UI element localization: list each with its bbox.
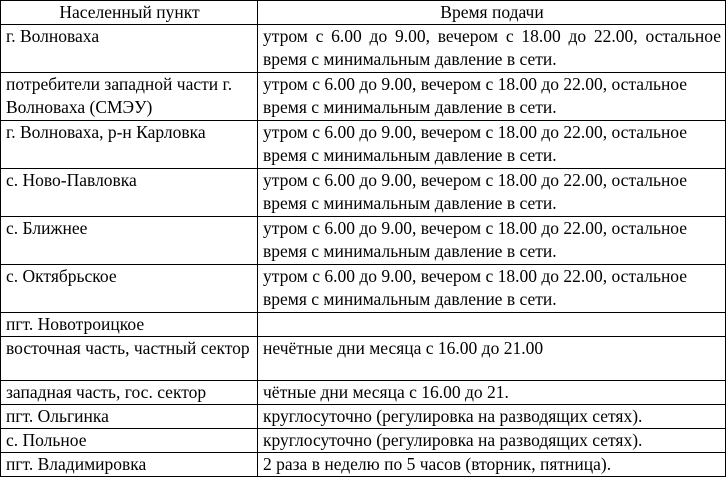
place-cell: г. Волноваха (0, 24, 258, 73)
place-cell: пгт. Новотроицкое (0, 312, 258, 337)
header-cell: Населенный пункт (0, 0, 258, 25)
time-cell: утром с 6.00 до 9.00, вечером с 18.00 до… (257, 24, 726, 73)
table-row: с. Октябрьское утром с 6.00 до 9.00, вече… (0, 264, 726, 313)
header-cell: Время подачи (257, 0, 726, 25)
place-cell: с. Октябрьское (0, 264, 258, 313)
place-cell: г. Волноваха, р-н Карловка (0, 120, 258, 169)
place-cell: пгт. Ольгинка (0, 404, 258, 429)
time-cell (257, 312, 726, 337)
table-row: г. Волноваха утром с 6.00 до 9.00, вечеро… (0, 24, 726, 73)
place-cell: с. Ново-Павловка (0, 168, 258, 217)
table-row: с. Польное круглосуточно (регулировка на … (0, 428, 726, 453)
table-row: пгт. Владимировка 2 раза в неделю по 5 ча… (0, 452, 726, 477)
time-cell: утром с 6.00 до 9.00, вечером с 18.00 до… (257, 216, 726, 265)
time-cell: утром с 6.00 до 9.00, вечером с 18.00 до… (257, 264, 726, 313)
place-cell: потребители западной части г. Волноваха … (0, 72, 258, 121)
table-row: пгт. Ольгинка круглосуточно (регулировка … (0, 404, 726, 429)
time-cell: круглосуточно (регулировка на разводящих… (257, 428, 726, 453)
table-row: восточная часть, частный сектор нечётные … (0, 336, 726, 381)
time-cell: утром с 6.00 до 9.00, вечером с 18.00 до… (257, 72, 726, 121)
time-cell: чётные дни месяца с 16.00 до 21. (257, 380, 726, 405)
table-row: потребители западной части г. Волноваха … (0, 72, 726, 121)
place-cell: с. Ближнее (0, 216, 258, 265)
time-cell: утром с 6.00 до 9.00, вечером с 18.00 до… (257, 120, 726, 169)
table-row: с. Ближнее утром с 6.00 до 9.00, вечером … (0, 216, 726, 265)
place-cell: пгт. Владимировка (0, 452, 258, 477)
place-cell: восточная часть, частный сектор (0, 336, 258, 381)
place-cell: с. Польное (0, 428, 258, 453)
time-cell: круглосуточно (регулировка на разводящих… (257, 404, 726, 429)
table-body: г. Волноваха утром с 6.00 до 9.00, вечеро… (0, 24, 726, 477)
table-row: западная часть, гос. сектор чётные дни ме… (0, 380, 726, 405)
table-row: пгт. Новотроицкое (0, 312, 726, 337)
time-cell: 2 раза в неделю по 5 часов (вторник, пят… (257, 452, 726, 477)
place-cell: западная часть, гос. сектор (0, 380, 258, 405)
header-row: Населенный пункт Время подачи (0, 0, 726, 25)
time-cell: нечётные дни месяца с 16.00 до 21.00 (257, 336, 726, 381)
table-row: г. Волноваха, р-н Карловка утром с 6.00 д… (0, 120, 726, 169)
table-row: с. Ново-Павловка утром с 6.00 до 9.00, ве… (0, 168, 726, 217)
time-cell: утром с 6.00 до 9.00, вечером с 18.00 до… (257, 168, 726, 217)
